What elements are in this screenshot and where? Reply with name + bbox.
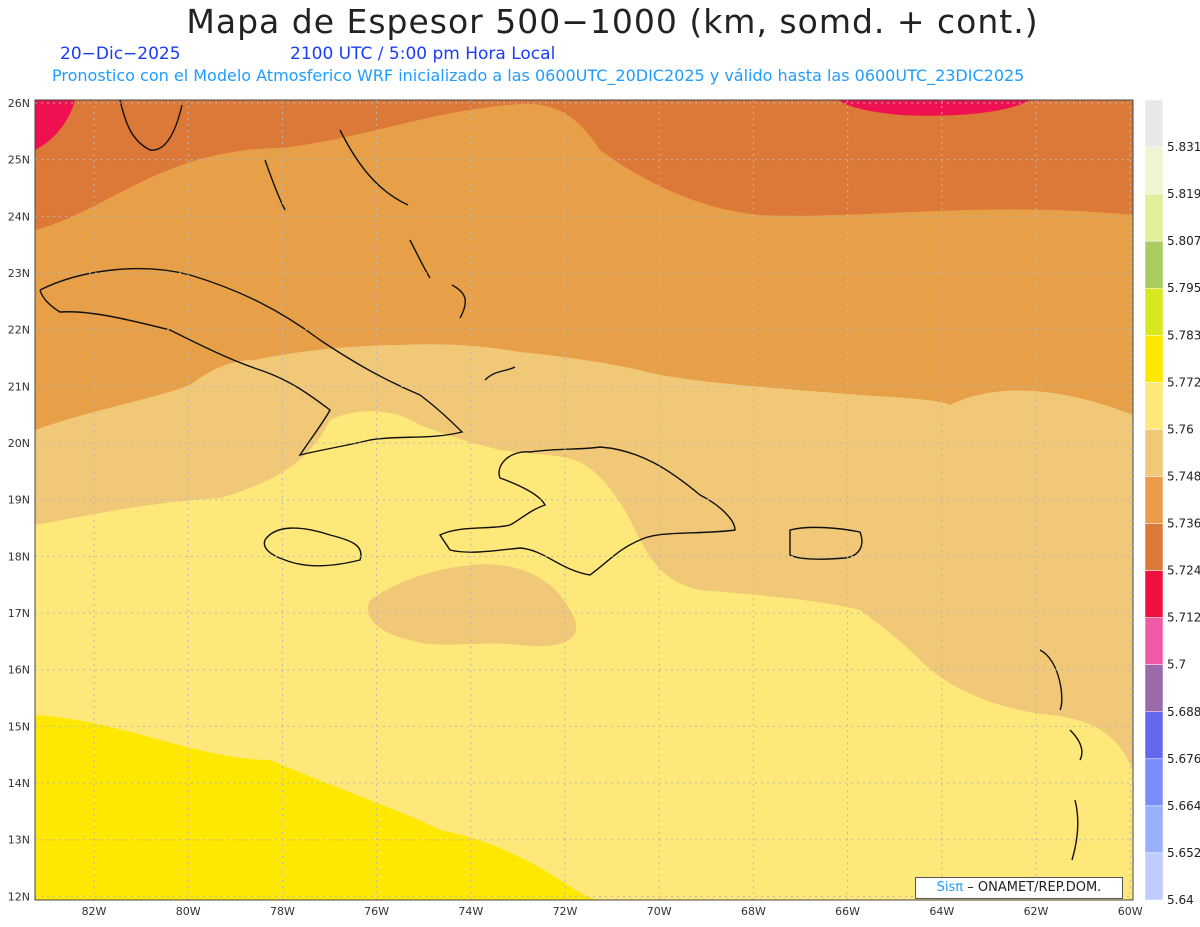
colorbar-label: 5.64 (1167, 893, 1194, 907)
colorbar-swatch (1144, 805, 1164, 854)
colorbar-label: 5.712 (1167, 611, 1200, 625)
lon-label: 80W (176, 905, 201, 918)
lat-label: 13N (8, 834, 30, 847)
colorbar-swatch (1144, 523, 1164, 571)
lon-label: 68W (741, 905, 766, 918)
colorbar-swatch (1144, 476, 1164, 524)
lat-label: 16N (8, 664, 30, 677)
colorbar-swatch (1144, 146, 1164, 195)
credit-brand: Sisπ (936, 880, 964, 895)
colorbar-label: 5.688 (1167, 705, 1200, 719)
lat-label: 12N (8, 890, 30, 903)
coast-hispaniola (438, 446, 736, 576)
colorbar-label: 5.676 (1167, 752, 1200, 766)
coast-bahamas-4 (451, 284, 466, 319)
colorbar-label: 5.664 (1167, 799, 1200, 813)
credit-box: Sisπ – ONAMET/REP.DOM. (915, 877, 1123, 899)
lat-label: 25N (8, 154, 30, 167)
thickness-peak-nw (35, 100, 75, 150)
lon-label: 82W (82, 905, 107, 918)
lat-label: 26N (8, 97, 30, 110)
colorbar-swatch (1144, 711, 1164, 760)
colorbar-swatch (1144, 570, 1164, 618)
coast-cuba (39, 268, 464, 457)
lat-label: 19N (8, 494, 30, 507)
thickness-band-5760 (35, 715, 600, 900)
lon-label: 70W (647, 905, 672, 918)
colorbar-label: 5.76 (1167, 422, 1194, 436)
lat-label: 22N (8, 324, 30, 337)
colorbar-swatch (1144, 99, 1164, 148)
coast-puerto-rico (789, 526, 863, 560)
colorbar-swatch (1144, 240, 1164, 289)
map-title: Mapa de Espesor 500−1000 (km, somd. + co… (186, 2, 1039, 41)
latitude-labels: 26N 25N 24N 23N 22N 21N 20N 19N 18N 17N 16N 15N 14N 1… (8, 97, 30, 903)
coast-bahamas-1 (264, 159, 286, 211)
longitude-labels: 82W 80W 78W 76W 74W 72W 70W 68W 66W 64W 62W 60W (82, 905, 1143, 918)
colorbar-label: 5.783 (1167, 328, 1200, 342)
model-note: Pronostico con el Modelo Atmosferico WRF… (52, 66, 1025, 85)
colorbar-swatch (1144, 758, 1164, 807)
colorbar-label: 5.831 (1167, 140, 1200, 154)
lat-label: 15N (8, 720, 30, 733)
colorbar-swatch (1144, 287, 1164, 336)
colorbar-label: 5.819 (1167, 187, 1200, 201)
graticule (35, 100, 1133, 900)
colorbar-swatch (1144, 664, 1164, 713)
lon-label: 64W (929, 905, 954, 918)
lon-label: 74W (458, 905, 483, 918)
lon-label: 62W (1024, 905, 1049, 918)
colorbar-label: 5.652 (1167, 846, 1200, 860)
colorbar-label: 5.724 (1167, 564, 1200, 578)
lat-label: 21N (8, 380, 30, 393)
colorbar-swatch (1144, 852, 1164, 901)
colorbar-swatch (1144, 382, 1164, 430)
colorbar: 5.831 5.819 5.807 5.795 5.783 5.772 5.76 5.748 5… (1144, 99, 1200, 907)
lon-label: 72W (553, 905, 578, 918)
colorbar-label: 5.807 (1167, 234, 1200, 248)
colorbar-label: 5.748 (1167, 469, 1200, 483)
lat-label: 18N (8, 550, 30, 563)
colorbar-label: 5.795 (1167, 281, 1200, 295)
colorbar-label: 5.736 (1167, 517, 1200, 531)
colorbar-swatch (1144, 617, 1164, 665)
lat-label: 20N (8, 437, 30, 450)
colorbar-label: 5.7 (1167, 658, 1186, 672)
lon-label: 66W (835, 905, 860, 918)
lat-label: 24N (8, 210, 30, 223)
lat-label: 23N (8, 267, 30, 280)
thickness-band-5748-tongue (367, 564, 577, 647)
credit-org: – ONAMET/REP.DOM. (967, 880, 1102, 895)
lon-label: 76W (364, 905, 389, 918)
lat-label: 17N (8, 607, 30, 620)
forecast-time: 2100 UTC / 5:00 pm Hora Local (290, 44, 556, 64)
colorbar-label: 5.772 (1167, 375, 1200, 389)
coast-bahamas-2 (339, 129, 409, 206)
colorbar-swatch (1144, 335, 1164, 383)
coast-bahamas-3 (409, 239, 431, 279)
colorbar-swatch (1144, 429, 1164, 477)
coast-turks (484, 366, 516, 381)
thickness-peak-ne (838, 100, 1030, 116)
lat-label: 14N (8, 777, 30, 790)
lon-label: 60W (1118, 905, 1143, 918)
coast-lesser-antilles (1039, 649, 1083, 861)
lon-label: 78W (270, 905, 295, 918)
coast-florida (119, 100, 183, 151)
map-frame (34, 99, 1134, 901)
forecast-date: 20−Dic−2025 (60, 44, 181, 64)
colorbar-swatch (1144, 193, 1164, 242)
